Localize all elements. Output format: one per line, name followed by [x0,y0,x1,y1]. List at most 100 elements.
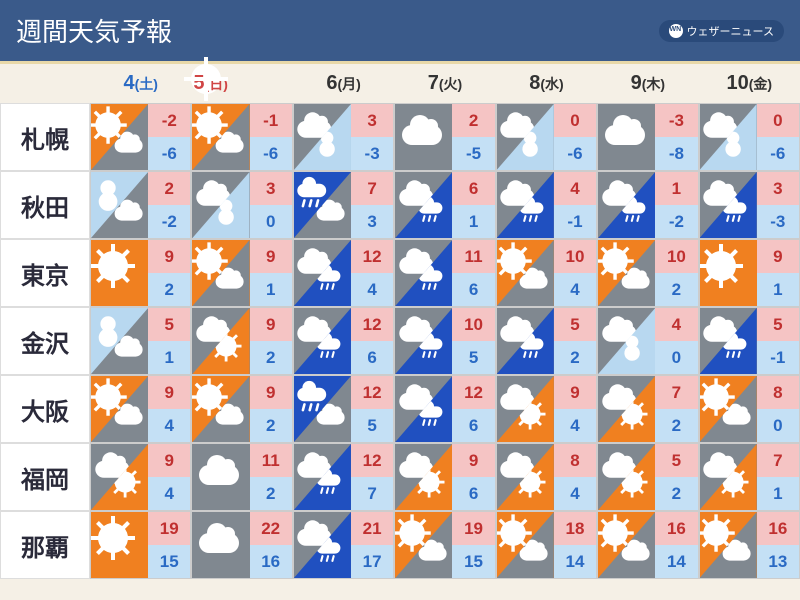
city-label: 大阪 [0,375,90,443]
temp-high: 9 [554,376,596,409]
forecast-cell: 9 4 [90,443,191,511]
forecast-cell: 5 2 [597,443,698,511]
forecast-cell: 0 -6 [699,103,800,171]
temp-low: 4 [554,409,596,442]
temp-low: 4 [148,409,190,442]
temp-low: 2 [148,273,190,306]
temp-low: 2 [554,341,596,374]
temp-high: 4 [554,172,596,205]
temp-low: 0 [655,341,697,374]
temp-low: -5 [452,137,494,170]
temp-low: 2 [250,341,292,374]
temp-high: 16 [757,512,799,545]
header: 週間天気予報 ウェザーニュース [0,0,800,64]
temp-low: -6 [757,137,799,170]
forecast-cell: 4 -1 [496,171,597,239]
temp-low: 6 [351,341,393,374]
temp-low: 1 [250,273,292,306]
forecast-cell: 5 1 [90,307,191,375]
temp-high: 22 [250,512,292,545]
temp-low: 5 [452,341,494,374]
forecast-cell: 3 0 [191,171,292,239]
temp-high: 3 [351,104,393,137]
forecast-cell: 11 6 [394,239,495,307]
forecast-cell: -2 -6 [90,103,191,171]
temp-low: 1 [757,273,799,306]
temp-low: -3 [757,205,799,238]
temp-high: 11 [250,444,292,477]
temp-high: 5 [554,308,596,341]
weather-icon [192,512,249,578]
weather-icon [91,240,148,306]
temp-high: 18 [554,512,596,545]
city-label: 秋田 [0,171,90,239]
forecast-cell: 10 4 [496,239,597,307]
temp-high: 2 [452,104,494,137]
forecast-cell: 12 5 [293,375,394,443]
temp-high: 12 [351,240,393,273]
temp-low: 14 [554,545,596,578]
temp-high: 9 [250,308,292,341]
forecast-cell: 2 -2 [90,171,191,239]
forecast-cell: 12 7 [293,443,394,511]
forecast-cell: 6 1 [394,171,495,239]
temp-low: 14 [655,545,697,578]
forecast-cell: 9 1 [699,239,800,307]
day-header: 4(土) [90,64,191,103]
temp-high: 19 [148,512,190,545]
temp-high: 5 [757,308,799,341]
temp-high: 19 [452,512,494,545]
temp-high: 12 [452,376,494,409]
temp-low: -2 [148,205,190,238]
forecast-cell: 9 6 [394,443,495,511]
forecast-cell: 1 -2 [597,171,698,239]
temp-low: -8 [655,137,697,170]
temp-high: 12 [351,444,393,477]
temp-high: 10 [554,240,596,273]
temp-high: 7 [351,172,393,205]
city-label: 福岡 [0,443,90,511]
forecast-cell: 18 14 [496,511,597,579]
weather-icon [192,444,249,510]
forecast-grid: 札幌 -2 -6 -1 -6 3 -3 2 -5 [0,103,800,579]
city-label: 那覇 [0,511,90,579]
temp-low: 6 [452,409,494,442]
temp-high: -3 [655,104,697,137]
temp-high: 3 [757,172,799,205]
forecast-cell: 8 4 [496,443,597,511]
forecast-cell: 5 2 [496,307,597,375]
temp-low: -2 [655,205,697,238]
temp-high: 5 [655,444,697,477]
temp-low: 6 [452,273,494,306]
city-label: 札幌 [0,103,90,171]
temp-low: 7 [351,477,393,510]
temp-low: 4 [554,477,596,510]
forecast-cell: 12 6 [394,375,495,443]
forecast-cell: 12 4 [293,239,394,307]
temp-high: 9 [250,376,292,409]
temp-high: 12 [351,376,393,409]
forecast-cell: 9 2 [191,375,292,443]
temp-high: 9 [148,376,190,409]
temp-high: 6 [452,172,494,205]
temp-low: 2 [655,409,697,442]
brand-logo: ウェザーニュース [659,20,784,42]
temp-low: 2 [250,477,292,510]
forecast-cell: 4 0 [597,307,698,375]
forecast-cell: 8 0 [699,375,800,443]
forecast-cell: 9 4 [90,375,191,443]
temp-low: 17 [351,545,393,578]
forecast-cell: 16 13 [699,511,800,579]
temp-low: 1 [452,205,494,238]
title: 週間天気予報 [16,12,172,49]
temp-low: 4 [148,477,190,510]
temp-low: 3 [351,205,393,238]
temp-low: -6 [148,137,190,170]
temp-low: 0 [757,409,799,442]
temp-high: 7 [655,376,697,409]
temp-low: -1 [757,341,799,374]
day-header: 9(木) [597,64,698,103]
temp-high: 9 [757,240,799,273]
temp-high: 1 [655,172,697,205]
temp-low: 16 [250,545,292,578]
